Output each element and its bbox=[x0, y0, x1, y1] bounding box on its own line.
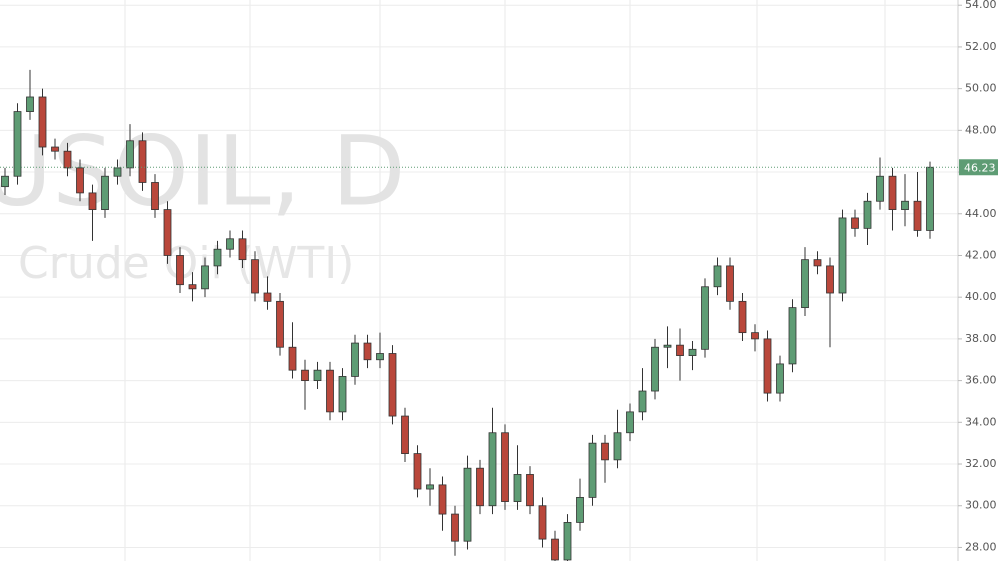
candle-body bbox=[713, 265, 722, 288]
y-tick-label: 36.00 bbox=[965, 374, 997, 387]
candle-body bbox=[888, 175, 897, 210]
candle-body bbox=[726, 265, 734, 302]
candle-body bbox=[676, 344, 684, 356]
candle-body bbox=[326, 369, 334, 413]
candle-body bbox=[163, 209, 172, 256]
candle-body bbox=[101, 175, 109, 210]
candle-body bbox=[226, 238, 234, 250]
y-tick-label: 48.00 bbox=[965, 123, 997, 136]
candle-body bbox=[538, 505, 547, 540]
candle-body bbox=[601, 442, 609, 461]
candle-body bbox=[201, 265, 209, 290]
candle-body bbox=[351, 342, 359, 377]
candle-body bbox=[126, 140, 134, 169]
candle-body bbox=[438, 484, 447, 515]
candle-body bbox=[188, 284, 197, 290]
candle-body bbox=[213, 248, 222, 267]
candle-body bbox=[238, 238, 247, 261]
candle-body bbox=[426, 484, 434, 490]
candle-body bbox=[663, 344, 672, 348]
candle-body bbox=[451, 513, 459, 542]
candle-body bbox=[288, 346, 297, 371]
candle-body bbox=[751, 332, 759, 340]
y-tick-label: 52.00 bbox=[965, 40, 997, 53]
candle-body bbox=[838, 217, 847, 294]
candle-body bbox=[176, 255, 184, 286]
candle-body bbox=[113, 167, 122, 177]
candle-body bbox=[363, 342, 372, 361]
candle-body bbox=[851, 217, 859, 229]
candle-body bbox=[313, 369, 322, 382]
y-tick-label: 38.00 bbox=[965, 332, 997, 345]
candle-body bbox=[388, 353, 397, 417]
candle-body bbox=[588, 442, 597, 498]
candle-body bbox=[701, 286, 709, 350]
candle-body bbox=[138, 140, 147, 183]
y-tick-label: 54.00 bbox=[965, 0, 997, 11]
candle-body bbox=[738, 300, 747, 334]
candle-body bbox=[576, 496, 584, 523]
candle-body bbox=[151, 182, 159, 210]
watermark-name: Crude Oil (WTI) bbox=[18, 238, 354, 289]
candle-body bbox=[401, 415, 409, 454]
candle-body bbox=[276, 300, 284, 348]
y-tick-label: 44.00 bbox=[965, 207, 997, 220]
candle-body bbox=[263, 292, 272, 302]
last-price-box bbox=[959, 159, 998, 176]
candle-body bbox=[413, 453, 422, 490]
candle-body bbox=[551, 538, 559, 561]
y-tick-label: 50.00 bbox=[965, 82, 997, 95]
candle-body bbox=[26, 96, 34, 112]
candle-body bbox=[776, 363, 784, 394]
candle-body bbox=[876, 175, 884, 202]
candle-body bbox=[801, 259, 809, 309]
candle-body bbox=[826, 265, 834, 294]
y-tick-label: 32.00 bbox=[965, 457, 997, 470]
candles bbox=[1, 69, 934, 561]
time-grid bbox=[124, 0, 886, 561]
candle-body bbox=[526, 474, 534, 507]
candle-body bbox=[638, 390, 647, 413]
candle-body bbox=[788, 307, 797, 365]
candle-body bbox=[863, 200, 872, 229]
candle-body bbox=[476, 467, 484, 507]
candle-body bbox=[688, 348, 697, 356]
price-grid bbox=[0, 4, 958, 548]
y-tick-label: 34.00 bbox=[965, 415, 997, 428]
candle-body bbox=[488, 432, 497, 507]
candle-body bbox=[38, 96, 47, 148]
candle-body bbox=[51, 146, 59, 152]
candle-body bbox=[76, 167, 84, 194]
candle-body bbox=[913, 200, 922, 231]
y-tick-label: 30.00 bbox=[965, 499, 997, 512]
candle-body bbox=[463, 467, 472, 542]
candle-body bbox=[338, 376, 347, 413]
candle-body bbox=[763, 338, 772, 394]
candle-body bbox=[563, 522, 572, 561]
watermark-symbol: USOIL, D bbox=[0, 115, 406, 227]
candle-body bbox=[626, 411, 634, 434]
candle-body bbox=[251, 259, 259, 294]
candle-body bbox=[613, 432, 622, 461]
candle-body bbox=[301, 369, 309, 382]
candle-body bbox=[513, 474, 522, 502]
last-price-label: 46.23 bbox=[964, 161, 996, 174]
candle-body bbox=[13, 111, 22, 177]
candle-body bbox=[501, 432, 509, 502]
candle-body bbox=[88, 192, 97, 210]
candle-body bbox=[63, 150, 72, 169]
candle-body bbox=[926, 166, 934, 231]
y-tick-label: 40.00 bbox=[965, 290, 997, 303]
candle-body bbox=[813, 259, 822, 267]
y-tick-label: 42.00 bbox=[965, 248, 997, 261]
candle-body bbox=[376, 353, 384, 361]
y-tick-label: 28.00 bbox=[965, 540, 997, 553]
candle-body bbox=[651, 346, 659, 392]
candle-body bbox=[1, 175, 9, 188]
candle-body bbox=[901, 200, 909, 210]
